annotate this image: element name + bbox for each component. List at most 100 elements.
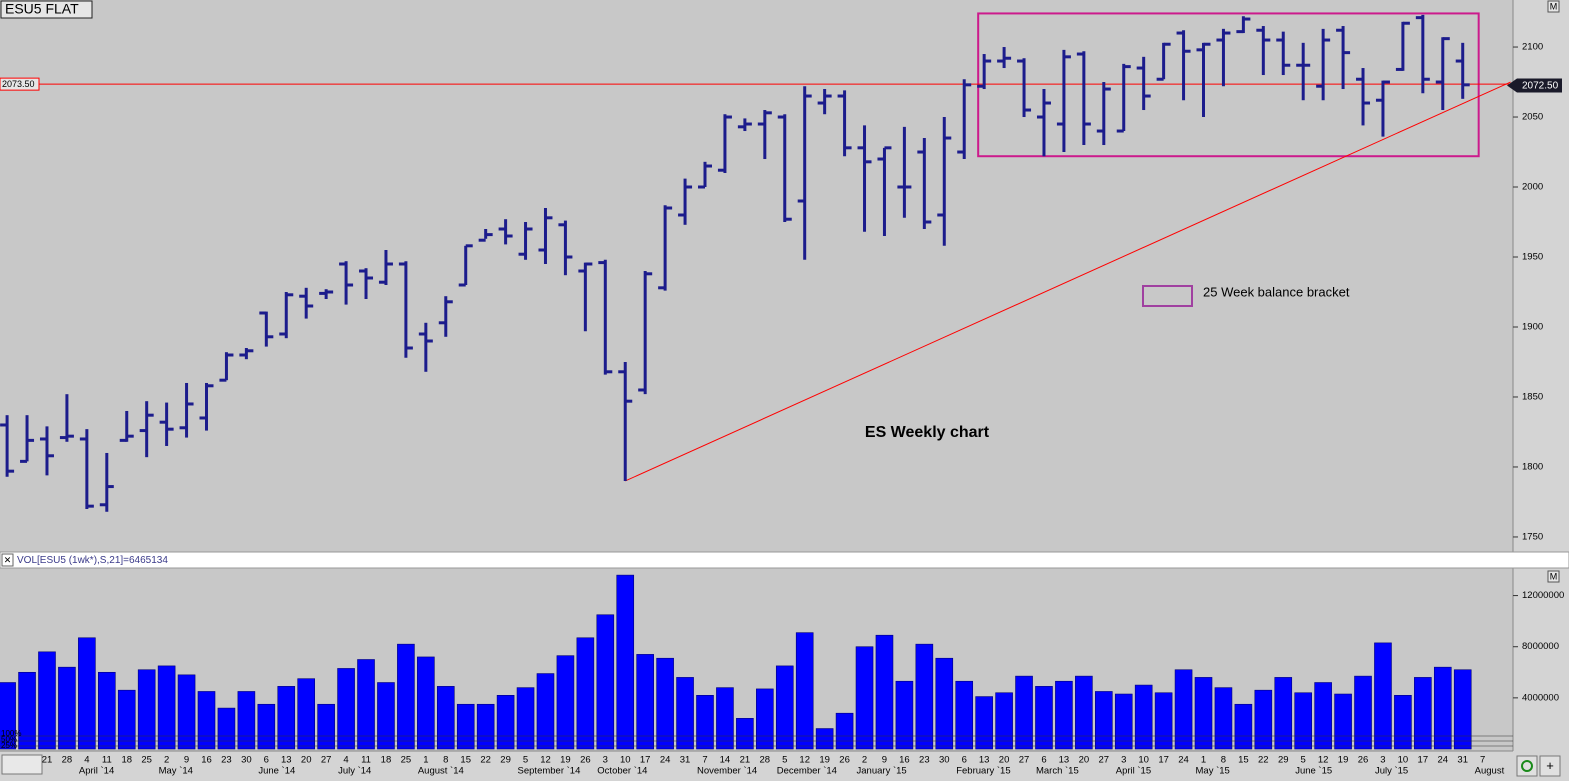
x-tick-label: 31 (680, 755, 691, 766)
trendline (625, 81, 1511, 482)
refresh-button[interactable] (1516, 755, 1538, 777)
x-tick-label: 26 (839, 755, 850, 766)
x-tick-label: 10 (1398, 755, 1409, 766)
axis-area (1513, 0, 1569, 781)
x-tick-label: 26 (580, 755, 591, 766)
volume-bar (217, 707, 236, 750)
x-tick-label: 13 (1059, 755, 1070, 766)
x-tick-label: 9 (184, 755, 189, 766)
volume-bar (78, 637, 96, 750)
x-tick-label: 1 (1201, 755, 1206, 766)
volume-bar (496, 694, 515, 750)
zoom-button[interactable] (1539, 755, 1561, 777)
chart-title: ESU5 FLAT (5, 1, 79, 17)
x-tick-label: 22 (1258, 755, 1269, 766)
volume-bar (1314, 682, 1332, 750)
close-icon[interactable]: ✕ (4, 555, 12, 565)
volume-bar (277, 686, 296, 750)
volume-bar (1414, 677, 1432, 750)
title-box (0, 0, 93, 19)
close-button[interactable] (1, 553, 14, 567)
month-label: April `14 (79, 766, 114, 777)
volume-bar (1294, 692, 1312, 750)
x-tick-label: 19 (819, 755, 830, 766)
x-tick-label: 8 (443, 755, 448, 766)
volume-bar (237, 691, 256, 750)
month-label: May `15 (1196, 766, 1230, 777)
x-tick-label: 27 (321, 755, 332, 766)
x-tick-label: 8 (1221, 755, 1226, 766)
volume-bar (317, 703, 335, 750)
x-tick-label: 7 (702, 755, 707, 766)
volume-bar (536, 673, 555, 750)
volume-bar (157, 665, 176, 750)
legend-label: 25 Week balance bracket (1203, 284, 1350, 299)
x-tick-label: 24 (1437, 755, 1448, 766)
y-tick-label: 2100 (1522, 42, 1543, 53)
volume-bar (1095, 691, 1113, 750)
volume-title: VOL[ESU5 (1wk*),S,21]=6465134 (17, 555, 168, 566)
volume-bar (18, 671, 36, 750)
volume-bar (0, 682, 16, 750)
volume-bar (1254, 689, 1273, 750)
last-price-label: 2072.50 (1522, 81, 1559, 92)
volume-bar (1433, 666, 1452, 750)
x-tick-label: 6 (264, 755, 269, 766)
x-tick-label: 3 (603, 755, 608, 766)
volume-bar (756, 688, 774, 750)
volume-bar (377, 682, 395, 750)
month-label: June `15 (1295, 766, 1332, 777)
x-tick-label: 30 (241, 755, 252, 766)
x-tick-label: 25 (141, 755, 152, 766)
volume-bar (117, 689, 136, 750)
x-tick-label: 20 (301, 755, 312, 766)
x-tick-label: 9 (882, 755, 887, 766)
month-label: May `14 (159, 766, 193, 777)
volume-bar (995, 692, 1013, 750)
month-label: December `14 (777, 766, 837, 777)
zoom-label: 25% (1, 741, 17, 750)
month-label: August (1475, 766, 1505, 777)
month-label: October `14 (597, 766, 647, 777)
month-label: June `14 (258, 766, 295, 777)
y-tick-label: 1850 (1522, 391, 1543, 402)
x-tick-label: 16 (201, 755, 212, 766)
panel-button (1547, 570, 1560, 583)
refresh-icon[interactable] (1521, 760, 1533, 772)
x-tick-label: 4 (343, 755, 348, 766)
y-tick-label: 12000000 (1522, 590, 1564, 601)
x-tick-label: 10 (1138, 755, 1149, 766)
month-label: November `14 (697, 766, 757, 777)
x-tick-label: 18 (381, 755, 392, 766)
x-tick-label: 22 (480, 755, 491, 766)
volume-header (0, 551, 1569, 569)
volume-bar (895, 680, 914, 750)
x-tick-label: 20 (1079, 755, 1090, 766)
last-price-tag (1507, 78, 1562, 93)
month-label: September `14 (518, 766, 581, 777)
volume-bar (596, 614, 615, 750)
volume-bar (1154, 692, 1173, 750)
x-tick-label: 31 (1457, 755, 1468, 766)
volume-bar (656, 657, 674, 750)
zoom-icon[interactable]: + (1546, 758, 1554, 773)
x-tick-label: 21 (740, 755, 751, 766)
volume-bar (337, 668, 355, 750)
volume-bar (1334, 693, 1352, 750)
x-tick-label: 19 (1338, 755, 1349, 766)
x-tick-label: 28 (62, 755, 73, 766)
volume-bar (516, 687, 535, 750)
x-tick-label: 14 (720, 755, 731, 766)
x-tick-label: 5 (523, 755, 528, 766)
x-tick-label: 17 (1418, 755, 1429, 766)
volume-bar (576, 637, 595, 750)
volume-bar (855, 646, 874, 750)
x-tick-label: 15 (1238, 755, 1249, 766)
volume-bar (417, 656, 435, 750)
volume-bar (436, 686, 455, 750)
legend-swatch (1142, 285, 1193, 307)
y-tick-label: 2050 (1522, 112, 1543, 123)
scroll-box[interactable] (1, 754, 43, 775)
x-tick-label: 2 (164, 755, 169, 766)
x-tick-label: 11 (102, 755, 112, 766)
